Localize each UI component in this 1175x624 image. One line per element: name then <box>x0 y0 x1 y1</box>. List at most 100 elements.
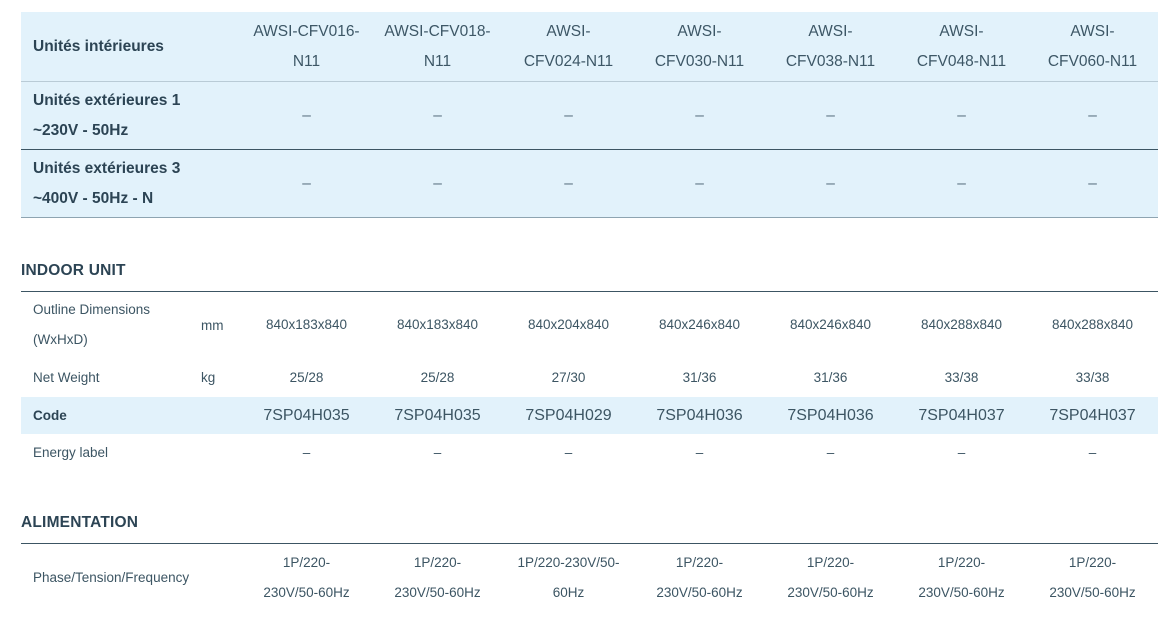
table-row: Code 7SP04H035 7SP04H035 7SP04H029 7SP04… <box>21 397 1158 434</box>
model-line: CFV030-N11 <box>654 52 745 70</box>
model-line: CFV038-N11 <box>785 52 876 70</box>
value-cell: 31/36 <box>813 369 848 385</box>
row-label: Phase/Tension/Frequency <box>33 570 190 585</box>
row-label: Energy label <box>33 445 109 460</box>
unit-label: mm <box>201 317 224 333</box>
value-cell: 7SP04H035 <box>263 406 350 424</box>
value-line: 230V/50-60Hz <box>394 585 481 600</box>
outdoor-units-label: Unités extérieures 1 ~230V - 50Hz <box>21 82 241 149</box>
value-line: 1P/220- <box>1068 555 1117 570</box>
label-line: ~230V - 50Hz <box>33 121 129 139</box>
value-cell: 33/38 <box>944 369 979 385</box>
value-cell: 7SP04H036 <box>787 406 874 424</box>
value-cell: – <box>564 174 573 192</box>
value-cell: 1P/220- 230V/50-60Hz <box>1027 548 1158 608</box>
value-cell: – <box>433 174 442 192</box>
value-cell: – <box>564 106 573 124</box>
model-cell: AWSI- CFV024-N11 <box>503 12 634 81</box>
value-line: 1P/220- <box>282 555 331 570</box>
value-line: 60Hz <box>552 585 585 600</box>
model-line: AWSI- <box>808 22 853 40</box>
value-cell: – <box>302 445 311 460</box>
model-cell: AWSI- CFV038-N11 <box>765 12 896 81</box>
model-line: AWSI-CFV018- <box>384 22 491 40</box>
value-cell: – <box>564 445 573 460</box>
value-cell: 7SP04H037 <box>918 406 1005 424</box>
value-cell: – <box>433 445 442 460</box>
indoor-unit-title: INDOOR UNIT <box>21 262 126 279</box>
value-cell: – <box>826 445 835 460</box>
value-cell: – <box>826 106 835 124</box>
row-label: Net Weight <box>33 369 100 385</box>
model-line: AWSI- <box>677 22 722 40</box>
value-cell: 1P/220- 230V/50-60Hz <box>765 548 896 608</box>
value-cell: 33/38 <box>1075 369 1110 385</box>
value-line: 1P/220-230V/50- <box>517 555 620 570</box>
value-cell: 840x246x840 <box>658 317 741 332</box>
value-cell: 7SP04H037 <box>1049 406 1136 424</box>
row-label: Code <box>33 407 67 423</box>
value-cell: – <box>957 106 966 124</box>
value-cell: – <box>1088 445 1097 460</box>
value-cell: – <box>302 174 311 192</box>
value-cell: – <box>957 445 966 460</box>
value-cell: 25/28 <box>420 369 455 385</box>
value-line: 230V/50-60Hz <box>787 585 874 600</box>
value-cell: 1P/220- 230V/50-60Hz <box>372 548 503 608</box>
value-cell: – <box>1088 174 1097 192</box>
value-line: 1P/220- <box>937 555 986 570</box>
unit-label: kg <box>201 370 216 385</box>
model-cell: AWSI- CFV030-N11 <box>634 12 765 81</box>
model-cell: AWSI- CFV048-N11 <box>896 12 1027 81</box>
model-line: AWSI- <box>546 22 591 40</box>
indoor-units-label: Unités intérieures <box>33 37 164 55</box>
value-cell: – <box>302 106 311 124</box>
value-cell: – <box>695 106 704 124</box>
value-cell: 840x183x840 <box>265 317 348 332</box>
label-line: Outline Dimensions <box>33 302 151 317</box>
value-cell: – <box>826 174 835 192</box>
value-cell: 25/28 <box>289 369 324 385</box>
value-line: 230V/50-60Hz <box>918 585 1005 600</box>
model-line: AWSI- <box>1070 22 1115 40</box>
model-line: N11 <box>292 52 321 70</box>
table-row: Outline Dimensions (WxHxD) mm 840x183x840… <box>21 292 1158 358</box>
value-cell: 7SP04H036 <box>656 406 743 424</box>
value-cell: 1P/220- 230V/50-60Hz <box>241 548 372 608</box>
value-cell: 7SP04H035 <box>394 406 481 424</box>
value-cell: 7SP04H029 <box>525 406 612 424</box>
label-line: Unités extérieures 3 <box>33 159 181 177</box>
outdoor-units-3-row: Unités extérieures 3 ~400V - 50Hz - N – –… <box>21 150 1158 218</box>
value-cell: – <box>1088 106 1097 124</box>
model-line: CFV060-N11 <box>1047 52 1138 70</box>
model-line: AWSI-CFV016- <box>253 22 360 40</box>
value-cell: 1P/220- 230V/50-60Hz <box>634 548 765 608</box>
table-row: Energy label – – – – – – – <box>21 434 1158 472</box>
value-cell: 840x246x840 <box>789 317 872 332</box>
value-cell: – <box>957 174 966 192</box>
value-cell: 840x288x840 <box>1051 317 1134 332</box>
alimentation-title: ALIMENTATION <box>21 514 139 531</box>
model-line: AWSI- <box>939 22 984 40</box>
value-cell: 27/30 <box>551 369 586 385</box>
model-cell: AWSI-CFV018- N11 <box>372 12 503 81</box>
row-label: Outline Dimensions (WxHxD) <box>21 295 201 355</box>
outdoor-units-1-row: Unités extérieures 1 ~230V - 50Hz – – – –… <box>21 82 1158 150</box>
value-cell: 31/36 <box>682 369 717 385</box>
indoor-units-row: Unités intérieures AWSI-CFV016- N11 AWSI-… <box>21 12 1158 82</box>
value-cell: – <box>695 174 704 192</box>
value-cell: 1P/220- 230V/50-60Hz <box>896 548 1027 608</box>
value-line: 230V/50-60Hz <box>263 585 350 600</box>
model-line: N11 <box>423 52 452 70</box>
model-cell: AWSI- CFV060-N11 <box>1027 12 1158 81</box>
value-cell: 840x183x840 <box>396 317 479 332</box>
label-line: Unités extérieures 1 <box>33 91 181 109</box>
table-row: Net Weight kg 25/28 25/28 27/30 31/36 31… <box>21 358 1158 397</box>
model-cell: AWSI-CFV016- N11 <box>241 12 372 81</box>
value-line: 230V/50-60Hz <box>656 585 743 600</box>
value-line: 1P/220- <box>806 555 855 570</box>
label-line: (WxHxD) <box>33 332 88 347</box>
label-line: ~400V - 50Hz - N <box>33 189 154 207</box>
outdoor-units-label: Unités extérieures 3 ~400V - 50Hz - N <box>21 150 241 217</box>
value-cell: 840x204x840 <box>527 317 610 332</box>
